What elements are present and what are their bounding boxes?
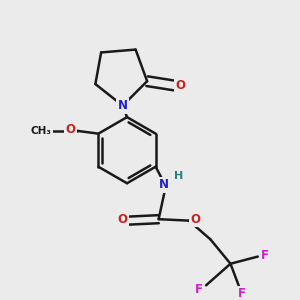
Text: O: O (65, 123, 76, 136)
Text: N: N (118, 99, 128, 112)
Text: F: F (261, 249, 269, 262)
Text: O: O (117, 213, 127, 226)
Text: F: F (195, 283, 203, 296)
Text: H: H (174, 171, 183, 181)
Text: N: N (159, 178, 170, 191)
Text: CH₃: CH₃ (30, 126, 51, 136)
Text: O: O (175, 79, 185, 92)
Text: O: O (190, 213, 200, 226)
Text: F: F (238, 287, 246, 300)
